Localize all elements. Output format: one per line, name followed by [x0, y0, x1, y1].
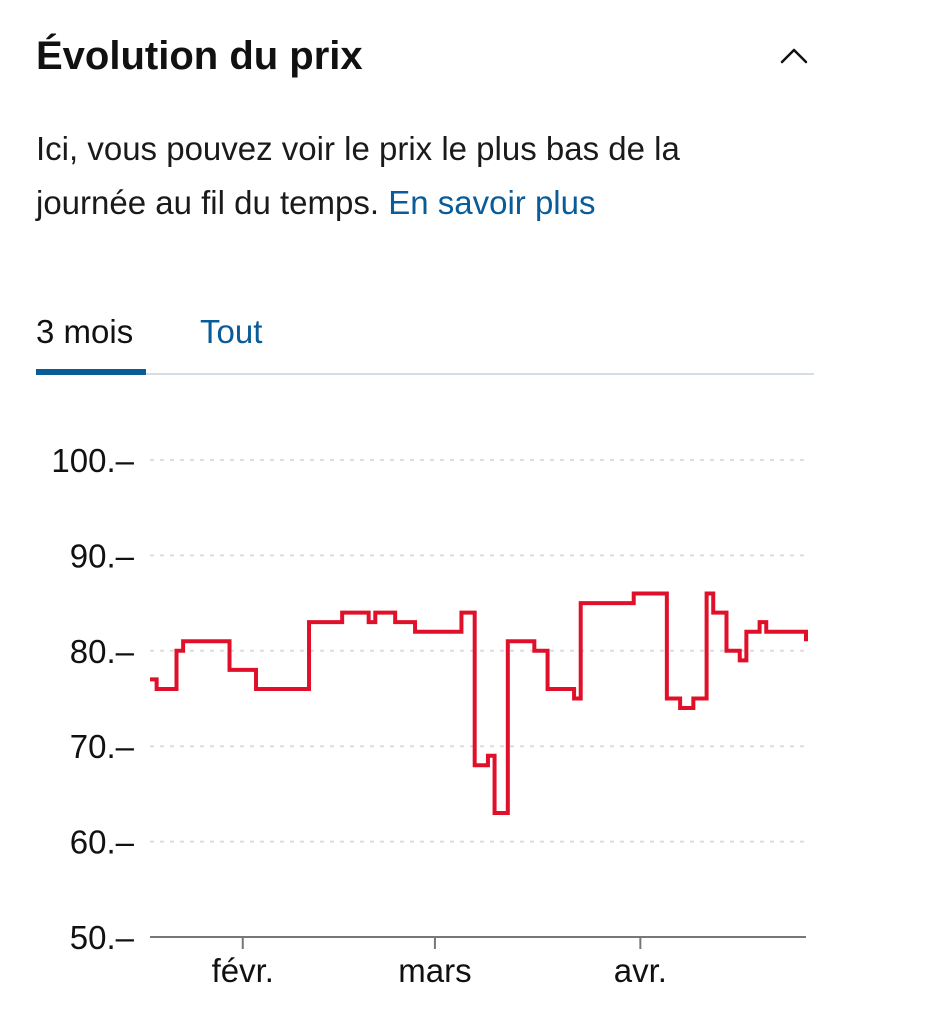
section-title: Évolution du prix: [36, 34, 363, 78]
tab-3-months[interactable]: 3 mois: [36, 305, 133, 375]
y-tick-label: 100.–: [51, 442, 134, 479]
description-text: Ici, vous pouvez voir le prix le plus ba…: [36, 130, 680, 221]
x-tick-label: avr.: [614, 952, 667, 989]
collapse-toggle[interactable]: [772, 34, 816, 78]
x-tick-label: févr.: [212, 952, 274, 989]
y-tick-label: 90.–: [70, 537, 135, 574]
price-line: [150, 591, 808, 815]
price-history-chart: 100.– 90.– 80.– 70.– 60.– 50.– févr. mars avr.: [51, 442, 808, 989]
description: Ici, vous pouvez voir le prix le plus ba…: [36, 122, 796, 230]
x-axis: févr. mars avr.: [150, 936, 806, 989]
section-header: Évolution du prix: [36, 28, 816, 88]
learn-more-link[interactable]: En savoir plus: [388, 184, 596, 221]
y-axis-ticks: 100.– 90.– 80.– 70.– 60.– 50.–: [51, 442, 134, 956]
period-tabs: 3 mois Tout: [36, 305, 814, 375]
tab-3-months-label: 3 mois: [36, 313, 134, 350]
chevron-up-icon: [780, 48, 808, 64]
y-tick-label: 50.–: [70, 919, 135, 956]
price-series: [150, 591, 808, 815]
tab-all[interactable]: Tout: [200, 305, 262, 375]
tab-all-label: Tout: [200, 313, 263, 350]
y-tick-label: 70.–: [70, 728, 135, 765]
tabs-divider: [36, 373, 814, 375]
active-tab-indicator: [36, 369, 146, 375]
y-tick-label: 60.–: [70, 824, 135, 861]
x-tick-label: mars: [398, 952, 471, 989]
y-tick-label: 80.–: [70, 633, 135, 670]
